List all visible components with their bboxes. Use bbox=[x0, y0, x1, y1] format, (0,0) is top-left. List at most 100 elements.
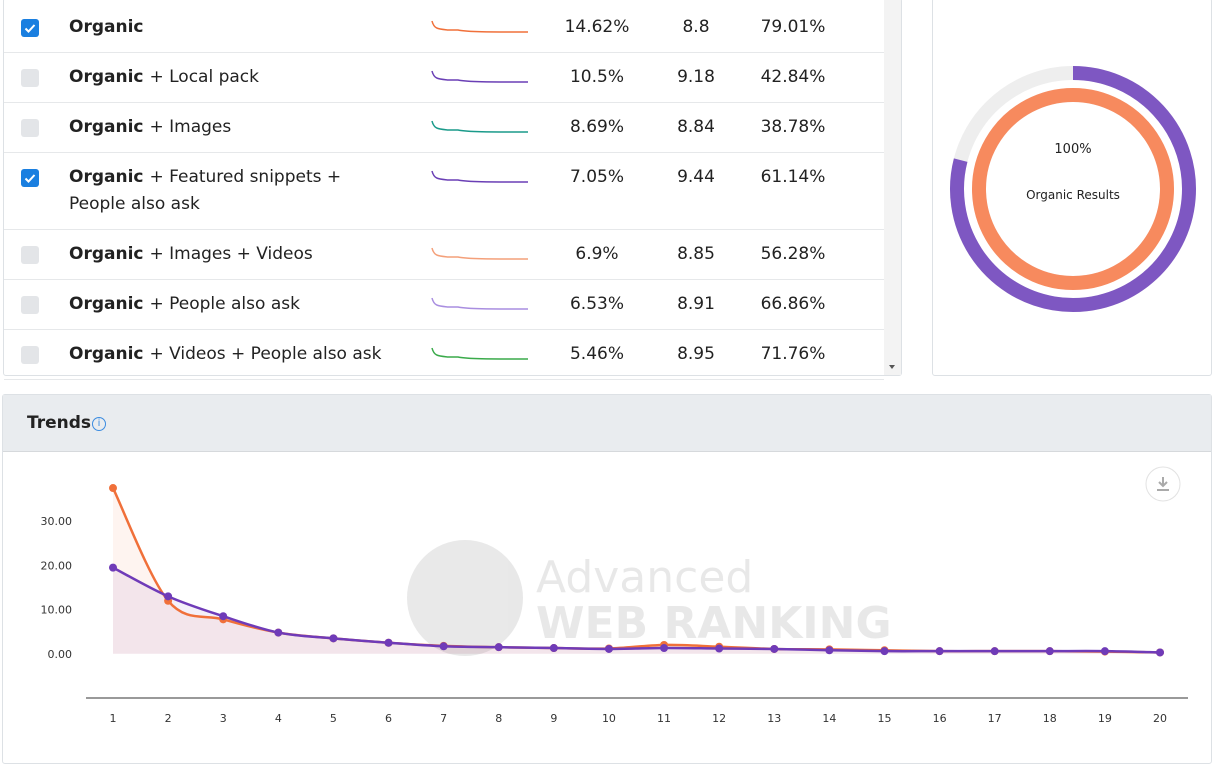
x-tick-label: 16 bbox=[933, 712, 947, 725]
point[interactable] bbox=[715, 644, 724, 653]
trends-header: Trends i bbox=[3, 395, 1211, 452]
download-button[interactable] bbox=[1145, 466, 1181, 502]
checkbox[interactable] bbox=[21, 296, 39, 314]
point[interactable] bbox=[990, 647, 999, 656]
watermark-logo bbox=[407, 540, 523, 656]
point[interactable] bbox=[439, 642, 448, 651]
checkbox[interactable] bbox=[21, 69, 39, 87]
x-tick-label: 12 bbox=[712, 712, 726, 725]
x-tick-label: 10 bbox=[602, 712, 616, 725]
point[interactable] bbox=[1156, 648, 1164, 657]
table-cell: 66.86% bbox=[760, 294, 826, 314]
checkbox[interactable] bbox=[21, 169, 39, 187]
table-cell: 8.69% bbox=[569, 117, 624, 137]
point[interactable] bbox=[825, 646, 834, 655]
check-mark bbox=[24, 24, 36, 33]
download-icon[interactable] bbox=[1157, 477, 1169, 491]
row-name-rest: + Images + Videos bbox=[149, 244, 313, 264]
x-tick-label: 4 bbox=[275, 712, 282, 725]
table-cell: 8.8 bbox=[682, 17, 710, 37]
x-tick-label: 5 bbox=[330, 712, 337, 725]
scroll-arrow[interactable] bbox=[889, 365, 895, 369]
scrollbar[interactable] bbox=[884, 0, 901, 375]
watermark: Advanced WEB RANKING bbox=[407, 540, 892, 656]
series-area bbox=[113, 567, 1160, 654]
y-tick-label: 30.00 bbox=[41, 515, 73, 528]
sparkline-path bbox=[431, 347, 528, 360]
donut-center-label: 100% bbox=[1054, 142, 1091, 157]
info-icon[interactable]: i bbox=[92, 417, 106, 431]
sparkline-path bbox=[431, 120, 528, 133]
table-panel: Organic 14.62% 8.8 79.01% Organic + Local pac… bbox=[3, 0, 902, 380]
sparkline-path bbox=[431, 297, 528, 310]
x-tick-label: 19 bbox=[1098, 712, 1112, 725]
point[interactable] bbox=[935, 647, 944, 656]
table-row: Organic + Images 8.69% 8.84 38.78% bbox=[4, 103, 884, 153]
table-cell: 9.44 bbox=[677, 167, 715, 187]
table-cell: 6.9% bbox=[575, 244, 619, 264]
table-row: Organic + Videos + People also ask 5.46% 8.… bbox=[4, 330, 884, 380]
row-name-bold: Organic bbox=[69, 67, 144, 87]
donut-panel: 100% Organic Results bbox=[932, 0, 1212, 376]
point[interactable] bbox=[384, 638, 393, 647]
table-row: Organic + Images + Videos 6.9% 8.85 56.28% bbox=[4, 230, 884, 280]
checkbox[interactable] bbox=[21, 346, 39, 364]
checkbox[interactable] bbox=[21, 246, 39, 264]
point[interactable] bbox=[604, 644, 613, 653]
sparkline bbox=[431, 120, 528, 133]
point[interactable] bbox=[1045, 647, 1054, 656]
sparkline bbox=[431, 20, 528, 33]
table-row: Organic + Featured snippets + People also… bbox=[4, 153, 884, 230]
row-name: Organic + Local pack bbox=[69, 64, 399, 91]
point[interactable] bbox=[549, 644, 558, 653]
point[interactable] bbox=[164, 592, 173, 601]
x-tick-label: 2 bbox=[165, 712, 172, 725]
point[interactable] bbox=[1100, 647, 1109, 656]
y-tick-label: 0.00 bbox=[48, 648, 73, 661]
sparkline bbox=[431, 70, 528, 83]
x-tick-label: 1 bbox=[110, 712, 117, 725]
series-line bbox=[112, 566, 1161, 654]
row-name: Organic + People also ask bbox=[69, 291, 399, 318]
table-cell: 10.5% bbox=[569, 67, 624, 87]
point[interactable] bbox=[109, 484, 117, 493]
point[interactable] bbox=[660, 644, 669, 653]
check-mark bbox=[24, 174, 36, 183]
row-name-bold: Organic bbox=[69, 17, 144, 37]
table-cell: 42.84% bbox=[760, 67, 826, 87]
point[interactable] bbox=[274, 628, 283, 637]
sparkline-path bbox=[431, 247, 528, 260]
checkbox[interactable] bbox=[21, 119, 39, 137]
row-name-rest: + Images bbox=[149, 117, 232, 137]
y-tick-label: 10.00 bbox=[41, 604, 73, 617]
row-name-bold: Organic bbox=[69, 244, 144, 264]
series-area bbox=[113, 488, 1160, 654]
row-name: Organic + Images bbox=[69, 114, 399, 141]
x-tick-label: 3 bbox=[220, 712, 227, 725]
table-cell: 8.85 bbox=[677, 244, 715, 264]
point[interactable] bbox=[494, 643, 503, 652]
point[interactable] bbox=[219, 612, 228, 621]
point[interactable] bbox=[770, 644, 779, 653]
row-name-bold: Organic bbox=[69, 167, 144, 187]
sparkline bbox=[431, 297, 528, 310]
row-name-bold: Organic bbox=[69, 294, 144, 314]
table-row: Organic + People also ask 6.53% 8.91 66.86% bbox=[4, 280, 884, 330]
row-name: Organic + Featured snippets + People also… bbox=[69, 164, 399, 218]
row-name-rest: + Local pack bbox=[149, 67, 259, 87]
y-tick-label: 20.00 bbox=[41, 559, 73, 572]
point[interactable] bbox=[109, 563, 117, 572]
x-tick-label: 17 bbox=[988, 712, 1002, 725]
x-tick-label: 6 bbox=[385, 712, 392, 725]
sparkline-path bbox=[431, 170, 528, 183]
table-cell: 71.76% bbox=[760, 344, 826, 364]
watermark-text: WEB RANKING bbox=[536, 598, 892, 649]
x-tick-label: 15 bbox=[877, 712, 891, 725]
sparkline bbox=[431, 347, 528, 360]
point[interactable] bbox=[880, 647, 889, 656]
table-cell: 8.91 bbox=[677, 294, 715, 314]
table-cell: 38.78% bbox=[760, 117, 826, 137]
checkbox[interactable] bbox=[21, 19, 39, 37]
point[interactable] bbox=[329, 634, 338, 643]
